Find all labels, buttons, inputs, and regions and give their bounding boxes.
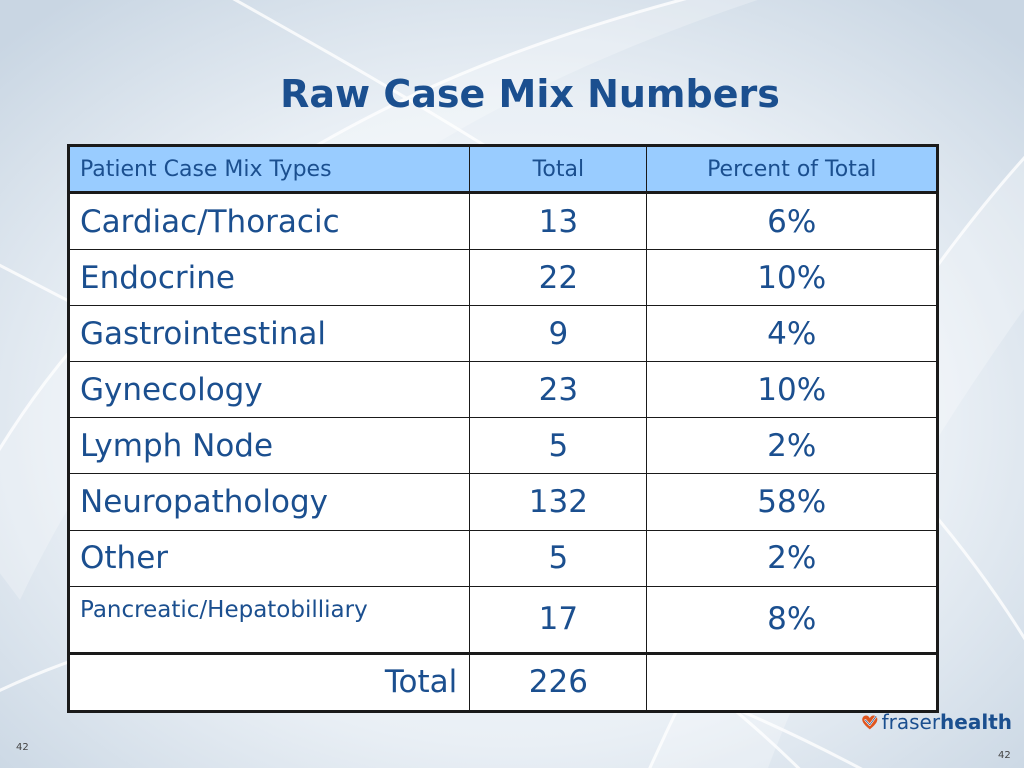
table-row: Gynecology 23 10% [67,361,938,419]
total-cell: 22 [469,249,648,307]
percent-cell: 10% [646,361,938,419]
case-type-cell: Endocrine [67,249,471,307]
heart-logo-icon [862,715,878,730]
table-row: Pancreatic/Hepatobilliary 17 8% [67,585,938,654]
grand-total-cell: 226 [469,651,648,713]
case-type-cell: Lymph Node [67,417,471,475]
page-number-left: 42 [16,742,29,753]
logo-word-light: fraser [881,710,941,734]
case-type-cell: Cardiac/Thoracic [67,191,471,251]
page-number-right: 42 [998,750,1011,761]
percent-cell: 2% [646,417,938,475]
percent-cell: 8% [646,585,938,654]
percent-cell: 6% [646,191,938,251]
header-total: Total [469,145,648,194]
header-percent-of-total: Percent of Total [646,145,938,194]
case-type-cell: Gynecology [67,361,471,419]
table-row: Neuropathology 132 58% [67,473,938,531]
table-row: Lymph Node 5 2% [67,417,938,475]
table-total-row: Total 226 [67,651,938,713]
table-row: Other 5 2% [67,529,938,587]
table-row: Endocrine 22 10% [67,249,938,307]
table-header-row: Patient Case Mix Types Total Percent of … [67,145,938,194]
case-mix-table: Patient Case Mix Types Total Percent of … [67,144,939,713]
total-label-cell: Total [67,651,471,713]
fraserhealth-logo: fraserhealth [860,704,1012,740]
case-type-cell: Other [67,529,471,587]
total-cell: 17 [469,585,648,654]
percent-cell: 4% [646,305,938,363]
total-cell: 5 [469,417,648,475]
table-row: Cardiac/Thoracic 13 6% [67,191,938,251]
logo-wordmark: fraserhealth [882,710,1012,734]
case-type-cell: Pancreatic/Hepatobilliary [67,585,471,654]
logo-word-bold: health [940,710,1012,734]
percent-cell: 10% [646,249,938,307]
case-type-cell: Neuropathology [67,473,471,531]
total-cell: 132 [469,473,648,531]
total-cell: 9 [469,305,648,363]
percent-cell: 58% [646,473,938,531]
total-cell: 23 [469,361,648,419]
case-type-cell: Gastrointestinal [67,305,471,363]
table-row: Gastrointestinal 9 4% [67,305,938,363]
total-percent-cell [646,651,938,713]
slide-title: Raw Case Mix Numbers [280,72,780,116]
total-cell: 13 [469,191,648,251]
header-case-mix-types: Patient Case Mix Types [67,145,471,194]
percent-cell: 2% [646,529,938,587]
total-cell: 5 [469,529,648,587]
